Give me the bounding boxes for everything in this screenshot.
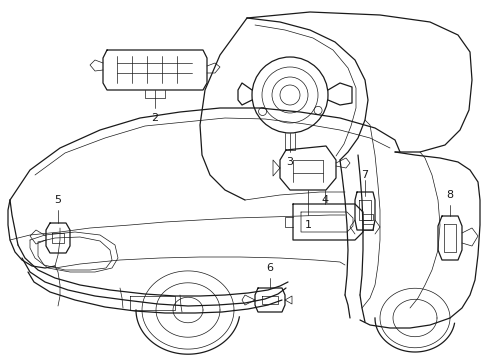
Text: 1: 1 [304,220,311,230]
Text: 8: 8 [446,190,453,200]
Text: 6: 6 [266,263,273,273]
Text: 7: 7 [361,170,368,180]
Text: 2: 2 [151,113,158,123]
Text: 4: 4 [321,195,328,205]
Text: 5: 5 [54,195,61,205]
Text: 3: 3 [286,157,293,167]
